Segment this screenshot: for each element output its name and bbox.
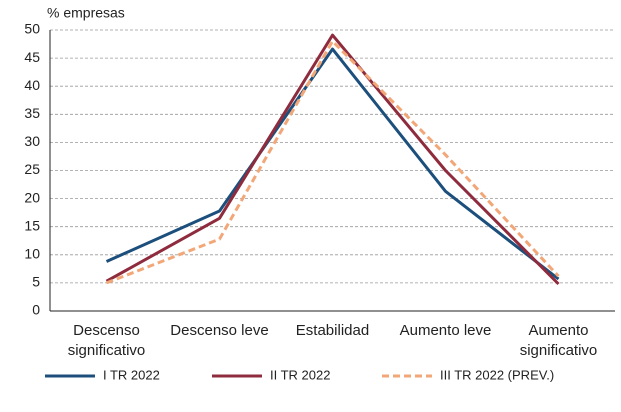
y-tick-label: 40 xyxy=(24,77,40,93)
x-tick-label: Estabilidad xyxy=(295,322,370,339)
x-tick-label: Aumento significativo xyxy=(519,322,598,359)
y-tick-label: 0 xyxy=(32,302,40,318)
legend-label: III TR 2022 (PREV.) xyxy=(440,367,554,382)
y-tick-label: 30 xyxy=(24,133,40,149)
x-tick-label: Descenso leve xyxy=(170,322,269,339)
legend-label: I TR 2022 xyxy=(103,367,160,382)
legend-label: II TR 2022 xyxy=(270,367,330,382)
y-tick-label: 50 xyxy=(24,21,40,37)
series-line xyxy=(105,33,560,286)
x-tick-label: Aumento leve xyxy=(399,322,492,339)
y-tick-label: 20 xyxy=(24,189,40,205)
series-line xyxy=(105,47,560,281)
y-tick-label: 25 xyxy=(24,161,40,177)
y-tick-label: 10 xyxy=(24,246,40,262)
y-tick-label: 15 xyxy=(24,217,40,233)
y-tick-label: 45 xyxy=(24,49,40,65)
y-axis-label: % empresas xyxy=(47,5,125,21)
y-tick-label: 35 xyxy=(24,105,40,121)
y-tick-label: 5 xyxy=(32,274,40,290)
series-line xyxy=(105,39,560,285)
x-tick-label: Descenso significativo xyxy=(67,322,146,359)
